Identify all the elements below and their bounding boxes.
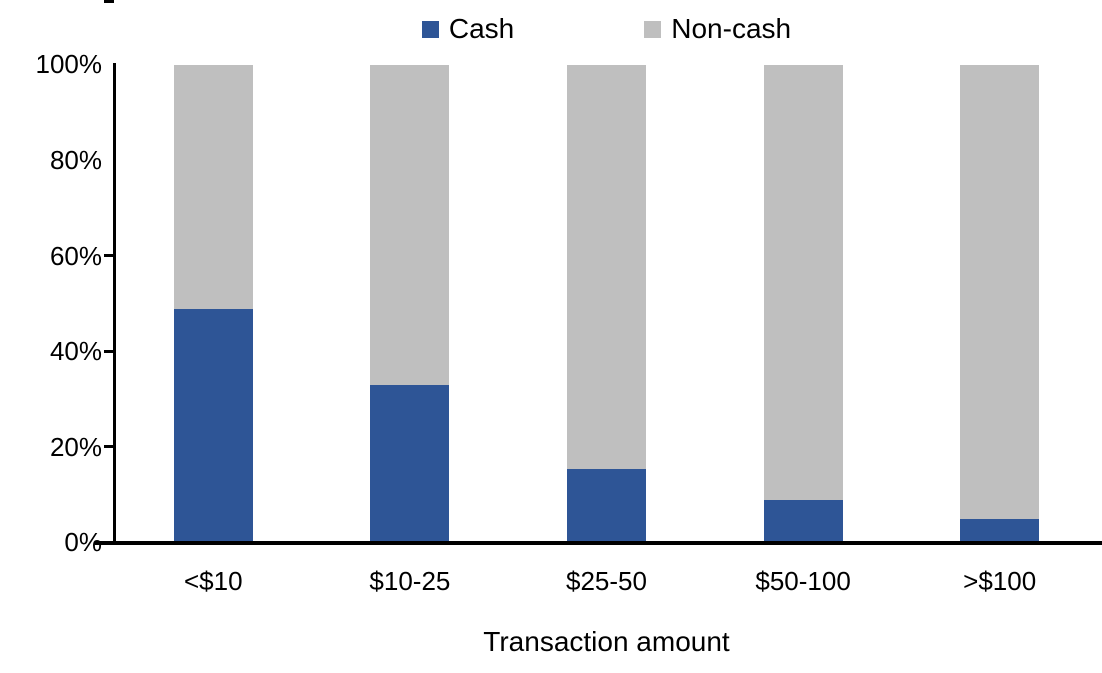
legend-item-cash: Cash [421, 13, 515, 44]
stacked-bar-3 [763, 65, 843, 543]
stacked-bar-2 [566, 65, 646, 543]
bar-segment-cash-1 [370, 385, 450, 543]
x-tick-label-3: $50-100 [755, 566, 851, 596]
y-axis-labels: 100% 80% 60% 40% 20% 0% [0, 0, 103, 673]
stacked-bar-4 [960, 65, 1040, 543]
x-tick-label-2: $25-50 [566, 566, 647, 596]
x-axis-labels: <$10 $10-25 $25-50 $50-100 >$100 [115, 565, 1098, 597]
bar-column-3 [705, 65, 902, 543]
y-tick-label-0: 0% [64, 527, 102, 557]
y-tick-label-20: 20% [49, 432, 102, 462]
x-tick-label-1: $10-25 [369, 566, 451, 596]
bar-column-4 [901, 65, 1098, 543]
bar-segment-cash-3 [763, 499, 843, 543]
y-tick-label-80: 80% [49, 145, 102, 175]
y-tick-label-100: 100% [35, 49, 103, 79]
legend: Cash Non-cash [115, 10, 1098, 48]
bar-column-1 [312, 65, 509, 543]
bar-column-0 [115, 65, 312, 543]
x-axis-title: Transaction amount [483, 626, 730, 657]
noncash-swatch-icon [644, 20, 662, 38]
bar-segment-non-cash-2 [566, 65, 646, 469]
bar-segment-cash-2 [566, 468, 646, 543]
y-tick-label-60: 60% [49, 241, 102, 271]
legend-item-noncash: Non-cash [644, 15, 791, 43]
plot-area [115, 65, 1098, 543]
noncash-legend-label: Non-cash [671, 13, 792, 44]
stacked-bar-1 [370, 65, 450, 543]
x-tick-label-4: >$100 [963, 566, 1037, 596]
cash-legend-label: Cash [448, 13, 515, 44]
y-axis-tick [104, 0, 114, 3]
bar-segment-cash-0 [173, 308, 253, 543]
cash-swatch-icon [421, 20, 439, 38]
bar-segment-non-cash-1 [370, 65, 450, 386]
y-tick-label-40: 40% [49, 336, 102, 366]
y-axis-tick [104, 254, 114, 257]
y-axis-tick [104, 445, 114, 448]
bar-segment-cash-4 [960, 519, 1040, 543]
y-axis-tick [104, 350, 114, 353]
stacked-bar-0 [173, 65, 253, 543]
bar-segment-non-cash-0 [173, 65, 253, 309]
y-axis-line [113, 63, 116, 545]
bar-segment-non-cash-3 [763, 65, 843, 500]
x-axis-line [95, 541, 1102, 545]
bar-column-2 [508, 65, 705, 543]
bar-segment-non-cash-4 [960, 65, 1040, 520]
x-tick-label-0: <$10 [184, 566, 243, 596]
